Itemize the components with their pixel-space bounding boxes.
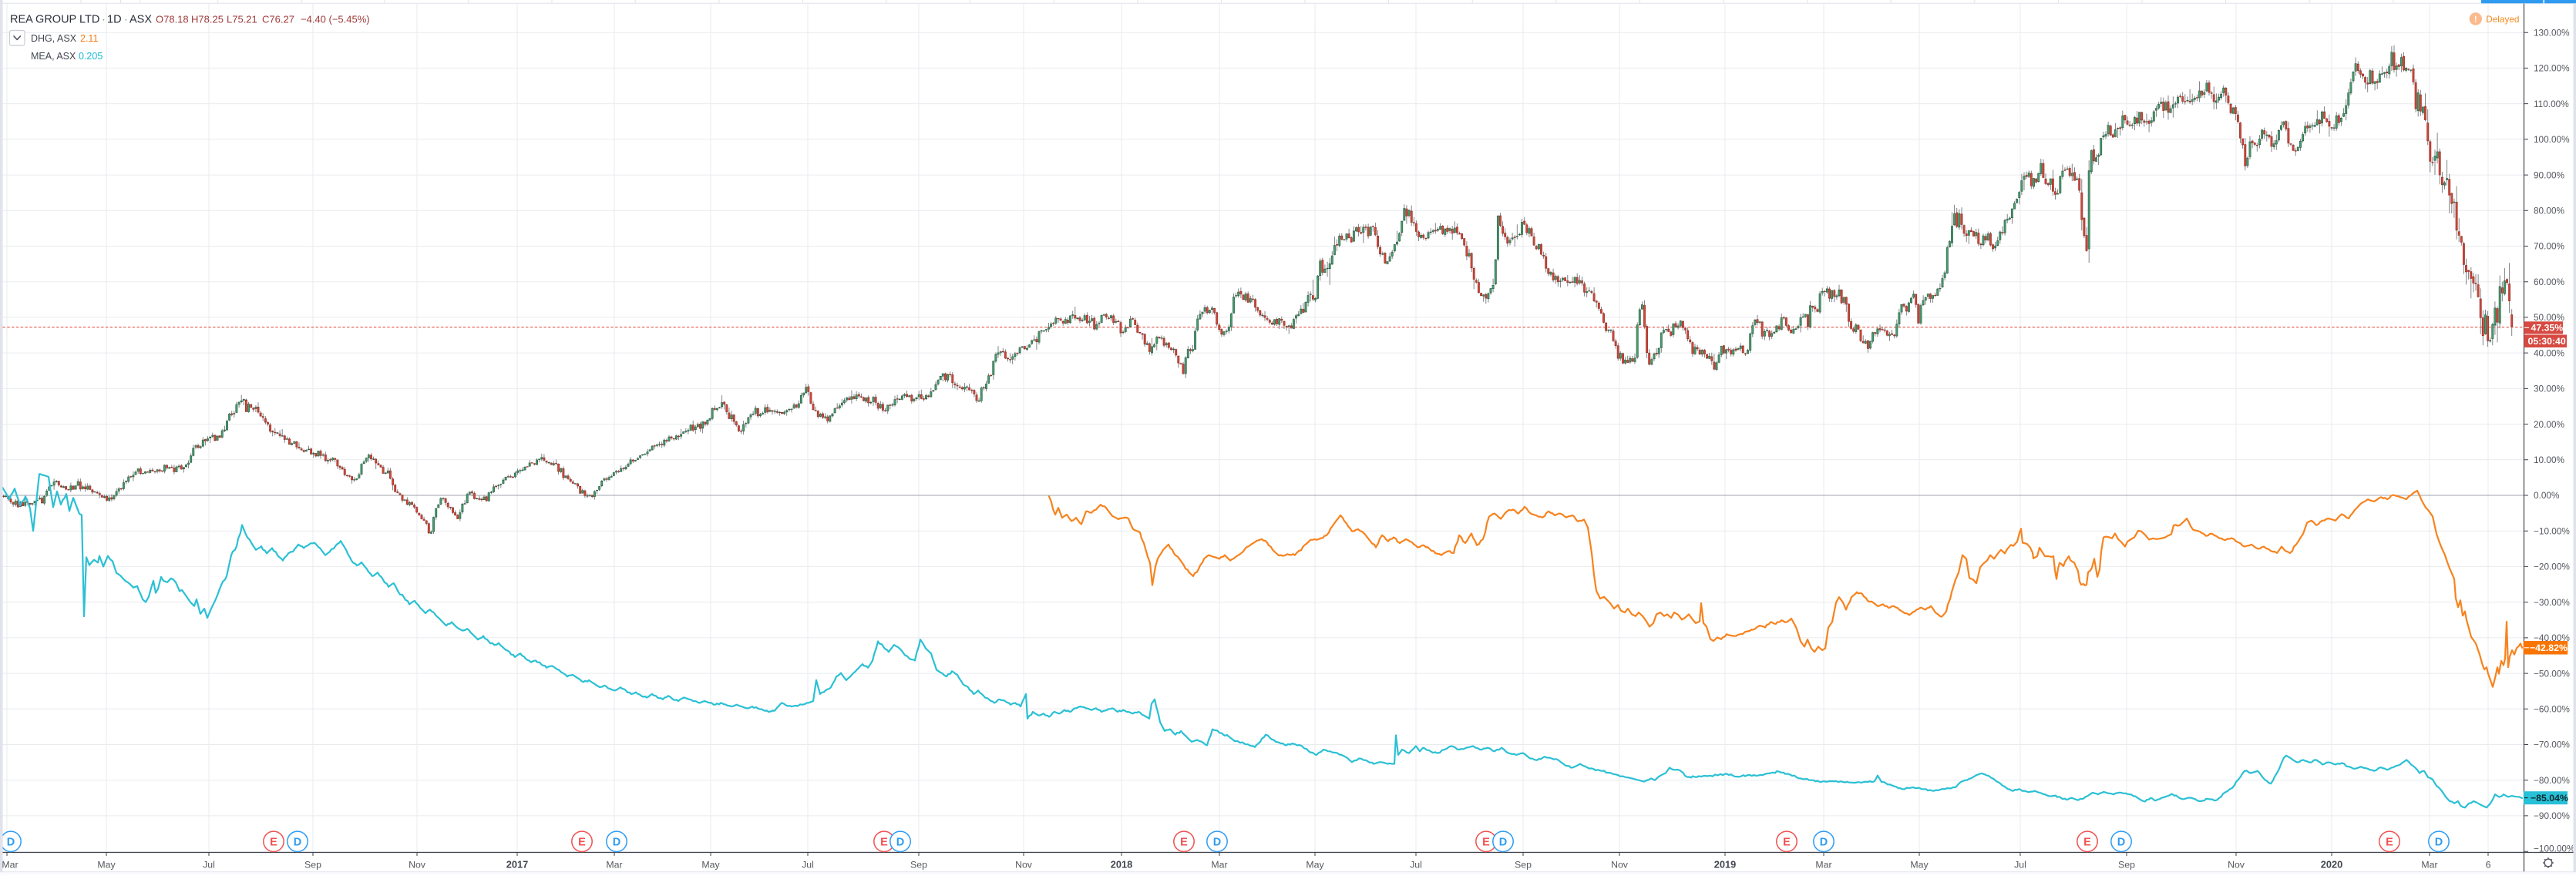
svg-text:−20.00%: −20.00%	[2534, 562, 2570, 572]
svg-text:60.00%: 60.00%	[2534, 277, 2565, 287]
svg-text:90.00%: 90.00%	[2534, 169, 2565, 180]
svg-text:REA GROUP LTD·1D·ASX: REA GROUP LTD·1D·ASX	[10, 14, 152, 26]
svg-text:Nov: Nov	[409, 860, 426, 871]
svg-text:Mar: Mar	[1815, 860, 1831, 871]
svg-text:−42.82%: −42.82%	[2530, 642, 2568, 653]
svg-text:E: E	[880, 837, 888, 849]
svg-text:30.00%: 30.00%	[2534, 384, 2565, 394]
svg-text:D: D	[613, 837, 620, 849]
svg-text:Nov: Nov	[2228, 860, 2245, 871]
svg-text:E: E	[578, 837, 586, 849]
svg-text:Jul: Jul	[2014, 860, 2026, 871]
svg-text:Nov: Nov	[1015, 860, 1033, 871]
svg-text:Sep: Sep	[1515, 860, 1532, 871]
svg-text:2019: 2019	[1714, 859, 1736, 871]
svg-text:−30.00%: −30.00%	[2534, 597, 2570, 608]
svg-text:E: E	[2386, 837, 2393, 849]
svg-text:110.00%: 110.00%	[2534, 99, 2569, 109]
svg-text:−85.04%: −85.04%	[2531, 793, 2568, 804]
svg-text:May: May	[1306, 860, 1324, 871]
svg-text:D: D	[2117, 837, 2125, 849]
svg-text:May: May	[97, 860, 116, 871]
svg-text:−100.00%: −100.00%	[2534, 844, 2575, 854]
svg-text:May: May	[701, 860, 720, 871]
svg-text:130.00%: 130.00%	[2534, 27, 2570, 38]
svg-text:−60.00%: −60.00%	[2534, 704, 2570, 715]
svg-text:Mar: Mar	[606, 860, 622, 871]
svg-text:05:30:40: 05:30:40	[2528, 336, 2566, 347]
svg-text:0.00%: 0.00%	[2534, 490, 2560, 501]
svg-text:−10.00%: −10.00%	[2534, 525, 2570, 536]
svg-text:May: May	[1910, 860, 1929, 871]
svg-text:Jul: Jul	[802, 860, 814, 871]
svg-text:E: E	[270, 837, 277, 849]
svg-text:D: D	[2435, 837, 2443, 849]
svg-text:47.35%: 47.35%	[2531, 323, 2564, 334]
svg-text:!: !	[2474, 14, 2477, 25]
svg-text:Sep: Sep	[910, 860, 927, 871]
svg-text:2018: 2018	[1111, 859, 1132, 871]
svg-text:Mar: Mar	[2, 860, 18, 871]
svg-text:D: D	[7, 837, 15, 849]
svg-text:Sep: Sep	[304, 860, 321, 871]
svg-text:Mar: Mar	[2421, 860, 2437, 871]
svg-text:80.00%: 80.00%	[2534, 206, 2565, 216]
svg-text:120.00%: 120.00%	[2534, 63, 2570, 74]
svg-text:Mar: Mar	[1211, 860, 1227, 871]
svg-text:D: D	[1213, 837, 1221, 849]
svg-text:D: D	[896, 837, 904, 849]
svg-text:E: E	[2083, 837, 2091, 849]
svg-text:100.00%: 100.00%	[2534, 134, 2570, 145]
svg-text:20.00%: 20.00%	[2534, 419, 2565, 430]
svg-text:2020: 2020	[2321, 859, 2342, 871]
svg-text:Nov: Nov	[1611, 860, 1629, 871]
svg-text:D: D	[294, 837, 301, 849]
svg-text:2017: 2017	[506, 859, 528, 871]
svg-text:10.00%: 10.00%	[2534, 455, 2565, 465]
svg-text:E: E	[1482, 837, 1490, 849]
svg-text:−70.00%: −70.00%	[2534, 740, 2570, 750]
svg-text:Delayed: Delayed	[2486, 14, 2519, 25]
svg-text:70.00%: 70.00%	[2534, 241, 2565, 252]
svg-text:Sep: Sep	[2118, 860, 2135, 871]
svg-text:6: 6	[2486, 860, 2491, 871]
svg-text:D: D	[1820, 837, 1828, 849]
svg-text:D: D	[1499, 837, 1507, 849]
svg-text:E: E	[1180, 837, 1188, 849]
svg-text:−90.00%: −90.00%	[2534, 810, 2570, 821]
svg-text:−80.00%: −80.00%	[2534, 775, 2570, 786]
svg-text:Jul: Jul	[203, 860, 215, 871]
svg-text:Jul: Jul	[1410, 860, 1422, 871]
svg-text:40.00%: 40.00%	[2534, 347, 2565, 358]
svg-text:E: E	[1783, 837, 1791, 849]
svg-text:−50.00%: −50.00%	[2534, 668, 2570, 679]
svg-text:50.00%: 50.00%	[2534, 312, 2565, 323]
